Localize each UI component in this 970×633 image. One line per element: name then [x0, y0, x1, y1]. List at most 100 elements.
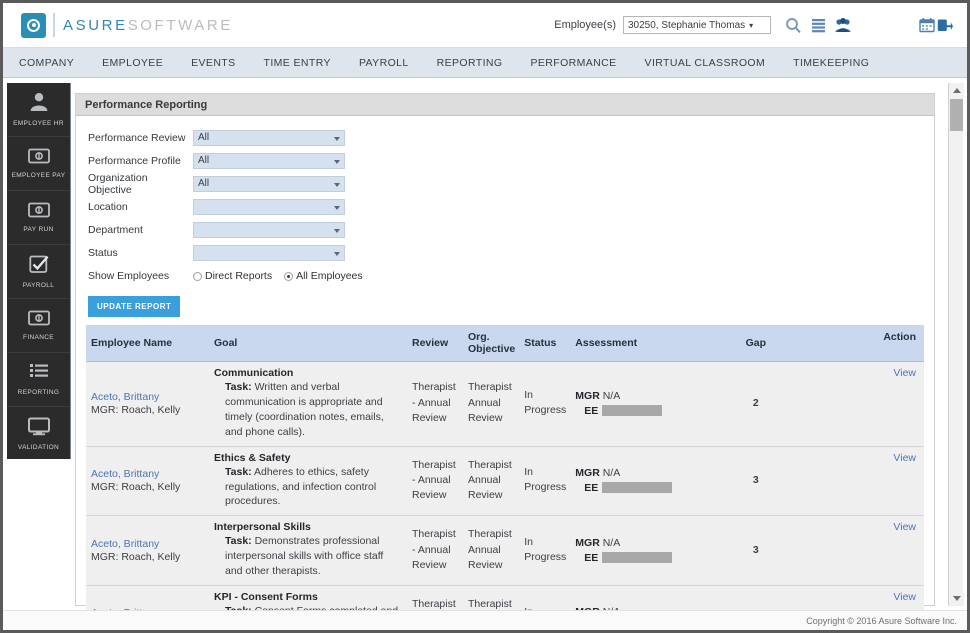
nav-item-events[interactable]: EVENTS: [191, 56, 236, 69]
filter-row-location: Location: [88, 195, 934, 218]
filter-label: Performance Profile: [88, 154, 181, 167]
calendar-icon[interactable]: [919, 17, 935, 33]
nav-item-payroll[interactable]: PAYROLL: [358, 56, 409, 69]
employee-manager: MGR: Roach, Kelly: [91, 480, 181, 493]
filter-row-organization-objective: Organization Objective All: [88, 172, 934, 196]
cell-employee-name: Aceto, Brittany MGR: Roach, Kelly: [86, 446, 209, 517]
radio-direct-reports[interactable]: Direct Reports: [193, 270, 272, 282]
scrollbar-thumb[interactable]: [950, 99, 963, 131]
table-row: Aceto, Brittany MGR: Roach, Kelly Ethics…: [86, 446, 924, 517]
view-link[interactable]: View: [893, 591, 916, 604]
cell-employee-name: Aceto, Brittany MGR: Roach, Kelly: [86, 515, 209, 587]
performance-reporting-panel: Performance Reporting Performance Review…: [75, 93, 935, 630]
cell-action: View: [810, 361, 924, 447]
brand-name: ASURESOFTWARE: [63, 17, 233, 34]
chevron-down-icon: [334, 159, 340, 164]
people-group-icon[interactable]: [835, 17, 851, 33]
location-select[interactable]: [193, 198, 345, 215]
sidebar-item-validation[interactable]: VALIDATION: [7, 407, 70, 461]
redacted-value-bar: [602, 552, 673, 564]
employee-name-link[interactable]: Aceto, Brittany: [91, 467, 160, 480]
checkmark-box-icon: [28, 254, 49, 279]
nav-item-company[interactable]: COMPANY: [19, 56, 75, 69]
column-header-employee-name[interactable]: Employee Name: [86, 325, 209, 362]
filter-row-performance-review: Performance Review All: [88, 126, 934, 149]
employee-selector-input[interactable]: 30250, Stephanie Thomas ▾: [623, 16, 771, 34]
performance-profile-select[interactable]: All: [193, 152, 345, 169]
chevron-down-icon: [334, 205, 340, 210]
sidebar-item-label: EMPLOYEE HR: [13, 120, 64, 128]
table-body: Aceto, Brittany MGR: Roach, Kelly Commun…: [86, 361, 924, 630]
column-header-status[interactable]: Status: [519, 325, 571, 362]
sidebar-item-pay-run[interactable]: PAY RUN: [7, 191, 70, 245]
cell-action: View: [810, 515, 924, 587]
department-select[interactable]: [193, 221, 345, 238]
column-header-org-objective[interactable]: Org. Objective: [463, 325, 520, 362]
scroll-down-button[interactable]: [949, 591, 964, 606]
sidebar-item-label: PAYROLL: [22, 281, 55, 289]
asure-target-icon: [21, 12, 46, 38]
nav-item-timekeeping[interactable]: TIMEKEEPING: [793, 56, 870, 69]
list-view-icon[interactable]: [811, 18, 826, 33]
employee-name-link[interactable]: Aceto, Brittany: [91, 537, 160, 550]
assessment-manager-line: MGR N/A: [575, 467, 696, 479]
cell-org-objective: Therapist Annual Review: [463, 361, 520, 447]
assessment-mgr-value: N/A: [602, 389, 621, 402]
assessment-ee-label: EE: [584, 551, 599, 564]
top-header: ASURESOFTWARE Employee(s) 30250, Stephan…: [3, 3, 967, 48]
view-link[interactable]: View: [893, 521, 916, 534]
view-link[interactable]: View: [893, 367, 916, 379]
goal-title: Communication: [214, 367, 294, 379]
logout-icon[interactable]: [937, 17, 953, 33]
sidebar-item-employee-hr[interactable]: EMPLOYEE HR: [7, 83, 70, 137]
column-header-assessment[interactable]: Assessment: [570, 325, 701, 362]
chevron-down-icon: [334, 251, 340, 256]
cell-org-objective: Therapist Annual Review: [463, 446, 520, 517]
search-icon[interactable]: [785, 17, 802, 34]
organization-objective-select[interactable]: All: [193, 175, 345, 192]
report-table-container: Employee Name Goal Review Org. Objective…: [86, 325, 924, 630]
sidebar-item-employee-pay[interactable]: EMPLOYEE PAY: [7, 137, 70, 191]
sidebar-item-payroll[interactable]: PAYROLL: [7, 245, 70, 299]
logo-divider: [53, 13, 55, 37]
column-header-gap[interactable]: Gap: [700, 325, 811, 362]
view-link[interactable]: View: [893, 451, 916, 464]
nav-item-time-entry[interactable]: TIME ENTRY: [263, 56, 331, 69]
column-header-action[interactable]: Action: [810, 325, 924, 362]
chevron-down-icon: [334, 228, 340, 233]
radio-button[interactable]: [284, 271, 294, 281]
column-header-review[interactable]: Review: [407, 325, 463, 362]
vertical-scrollbar[interactable]: [948, 83, 964, 606]
sidebar-item-label: EMPLOYEE PAY: [11, 171, 66, 179]
assessment-employee-line: EE: [584, 405, 696, 417]
task-text: Demonstrates professional interpersonal …: [225, 535, 384, 578]
sidebar-item-label: VALIDATION: [17, 443, 60, 451]
sidebar-item-finance[interactable]: FINANCE: [7, 299, 70, 353]
scroll-up-button[interactable]: [949, 83, 964, 98]
monitor-icon: [27, 417, 50, 441]
performance-review-select[interactable]: All: [193, 129, 345, 146]
cell-org-objective: Therapist Annual Review: [463, 515, 520, 587]
header-action-icons: [785, 17, 851, 34]
column-header-goal[interactable]: Goal: [209, 325, 407, 362]
table-row: Aceto, Brittany MGR: Roach, Kelly Interp…: [86, 515, 924, 587]
radio-all-employees[interactable]: All Employees: [284, 270, 363, 282]
update-report-button[interactable]: UPDATE REPORT: [88, 296, 181, 317]
status-select[interactable]: [193, 244, 345, 261]
sidebar-item-reporting[interactable]: REPORTING: [7, 353, 70, 407]
nav-item-virtual-classroom[interactable]: VIRTUAL CLASSROOM: [644, 56, 766, 69]
nav-item-reporting[interactable]: REPORTING: [436, 56, 503, 69]
content-area: Performance Reporting Performance Review…: [71, 83, 941, 630]
goal-title: KPI - Consent Forms: [214, 591, 318, 604]
brand-logo[interactable]: ASURESOFTWARE: [21, 12, 233, 38]
header-session-icons: [919, 17, 953, 33]
assessment-employee-line: EE: [584, 482, 696, 494]
main-navigation: COMPANY EMPLOYEE EVENTS TIME ENTRY PAYRO…: [3, 48, 967, 78]
cell-status: In Progress: [519, 515, 571, 587]
employee-name-link[interactable]: Aceto, Brittany: [91, 390, 160, 403]
cell-goal: Communication Task: Written and verbal c…: [209, 361, 407, 447]
cell-gap: 3: [700, 446, 811, 517]
radio-button[interactable]: [193, 271, 202, 281]
nav-item-employee[interactable]: EMPLOYEE: [102, 56, 164, 69]
nav-item-performance[interactable]: PERFORMANCE: [530, 56, 617, 69]
